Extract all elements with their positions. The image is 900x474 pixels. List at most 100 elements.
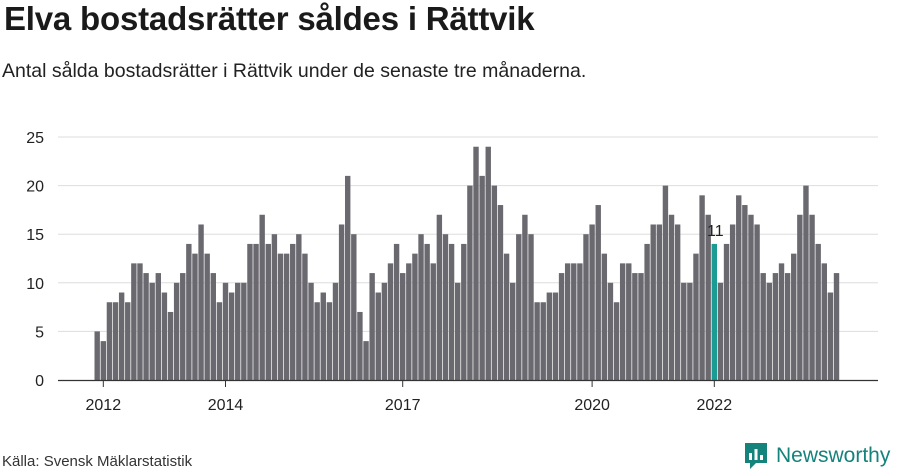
bar (247, 243, 253, 380)
y-tick-label: 5 (35, 324, 44, 341)
bar (589, 224, 595, 380)
x-tick-label: 2014 (208, 397, 244, 414)
bar (442, 234, 449, 380)
bar (326, 302, 333, 380)
bar (375, 292, 381, 380)
bar (332, 282, 339, 380)
bar (626, 263, 632, 380)
bar (265, 243, 271, 380)
bar (809, 214, 815, 380)
bar (723, 243, 730, 380)
bar (784, 273, 791, 380)
bar (186, 243, 192, 380)
bar (479, 175, 485, 380)
bar (693, 253, 699, 380)
bar (351, 234, 357, 380)
bar (198, 224, 204, 380)
bar (173, 282, 180, 380)
bar (564, 263, 571, 380)
bar (448, 243, 455, 380)
bars (94, 146, 840, 380)
bar (308, 282, 314, 380)
bar (424, 243, 430, 380)
bar (302, 253, 308, 380)
bar (662, 185, 669, 380)
bar (125, 302, 131, 380)
bar (674, 224, 681, 380)
bar (253, 243, 259, 380)
bar (454, 282, 461, 380)
bar (216, 302, 223, 380)
bar (314, 302, 320, 380)
bar (607, 282, 614, 380)
bar (118, 292, 125, 380)
chart-title: Elva bostadsrätter såldes i Rättvik (4, 0, 535, 37)
bar (436, 214, 443, 380)
bar (345, 175, 351, 380)
bar (516, 234, 522, 380)
bar (412, 253, 418, 380)
bar (668, 214, 675, 380)
bar (613, 302, 620, 380)
brand-logo[interactable]: Newsworthy (743, 440, 890, 472)
x-tick-label: 2022 (697, 397, 733, 414)
bar (381, 282, 388, 380)
y-tick-label: 20 (26, 179, 44, 196)
bar (619, 263, 626, 380)
bar (241, 282, 247, 380)
bar (271, 234, 278, 380)
bar (393, 243, 400, 380)
bar (815, 243, 821, 380)
bar (766, 282, 772, 380)
bar (320, 292, 326, 380)
bar (387, 263, 394, 380)
bar (821, 263, 827, 380)
source-note: Källa: Svensk Mäklarstatistik (2, 453, 193, 470)
bar (283, 253, 290, 380)
bar (687, 282, 693, 380)
bar (192, 253, 198, 380)
bar (369, 273, 375, 380)
bar (528, 234, 534, 380)
bar (228, 292, 235, 380)
bar (546, 292, 553, 380)
bar (754, 224, 760, 380)
bar (277, 253, 284, 380)
highlight-value-label: 11 (707, 223, 724, 240)
bar (204, 253, 210, 380)
bar (736, 195, 742, 380)
bar (137, 263, 143, 380)
bar (644, 243, 650, 380)
bar (131, 263, 137, 380)
bar (290, 243, 296, 380)
bar (797, 214, 803, 380)
bar (534, 302, 540, 380)
bar (638, 273, 644, 380)
bar (833, 273, 840, 380)
bar (210, 273, 216, 380)
bar (827, 292, 834, 380)
y-tick-label: 0 (35, 373, 44, 390)
bar (400, 273, 406, 380)
bar (338, 224, 345, 380)
bar (760, 273, 766, 380)
bar (430, 263, 436, 380)
bar (235, 282, 241, 380)
bar (491, 185, 498, 380)
bar (717, 282, 724, 380)
bar (363, 341, 369, 380)
newsworthy-logo-icon (745, 443, 767, 469)
chart-subtitle: Antal sålda bostadsrätter i Rättvik unde… (2, 60, 587, 82)
bar (699, 195, 705, 380)
bar (656, 224, 663, 380)
bar (778, 263, 785, 380)
brand-label: Newsworthy (776, 444, 891, 467)
bar (296, 234, 302, 380)
bar-highlighted (711, 243, 718, 380)
bar (540, 302, 546, 380)
bar (772, 273, 779, 380)
bar (558, 273, 565, 380)
bar (143, 273, 149, 380)
bar (803, 185, 809, 380)
bar (461, 243, 467, 380)
